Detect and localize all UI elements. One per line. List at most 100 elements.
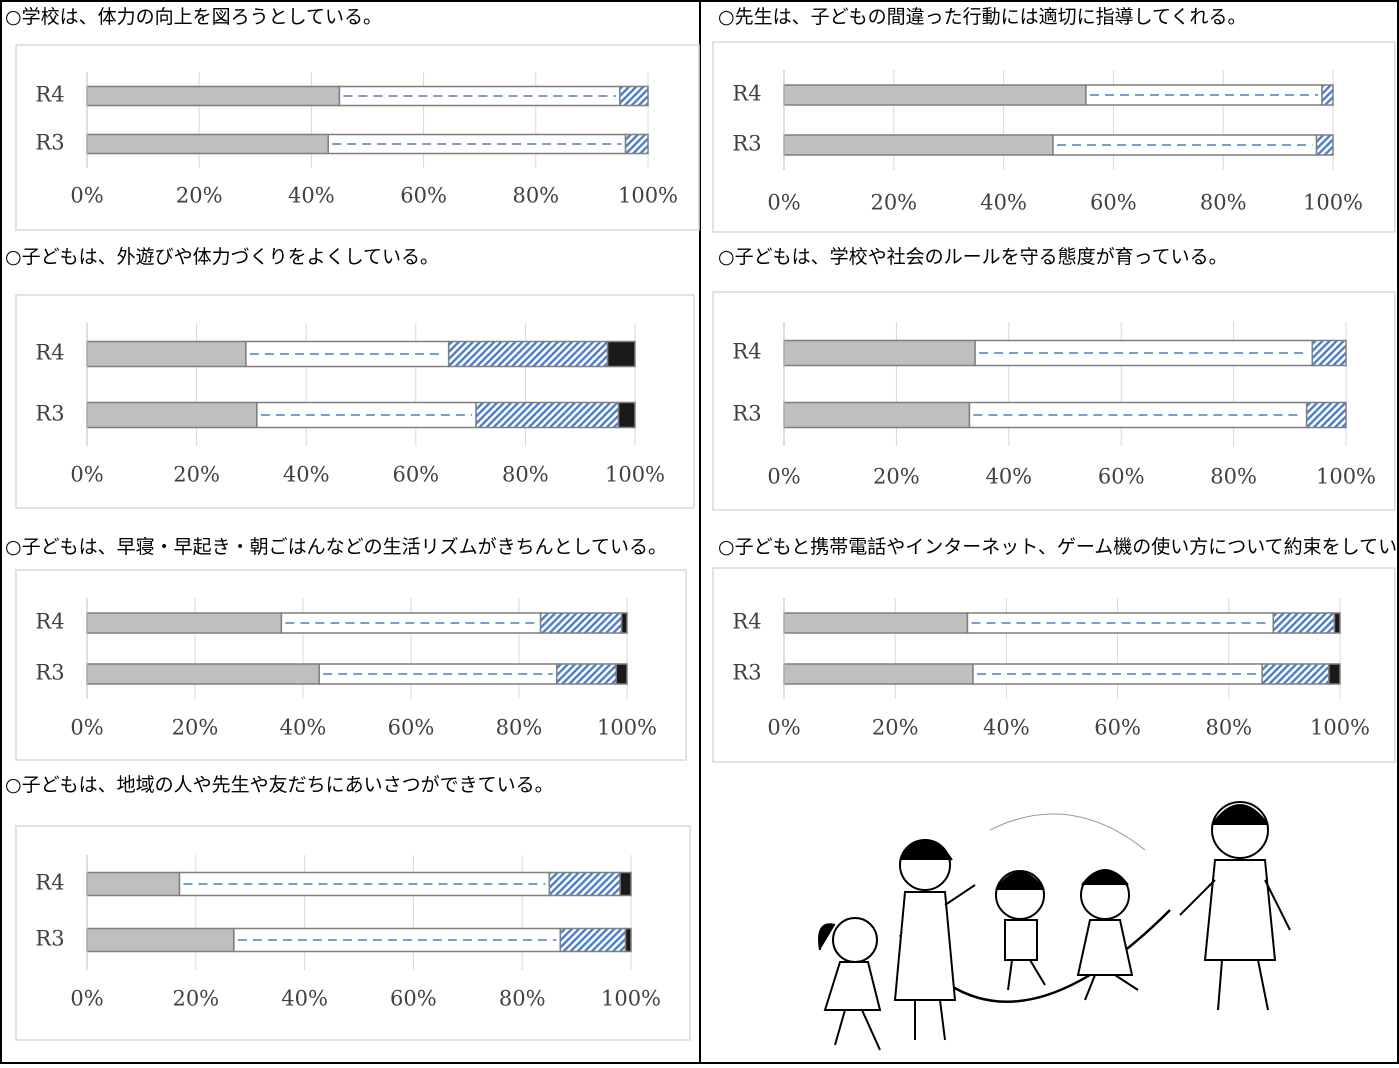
- x-tick-label: 80%: [1205, 716, 1252, 740]
- y-tick-label: R4: [35, 610, 64, 634]
- bar-segment: [1305, 401, 1347, 429]
- chart: ○子どもは、学校や社会のルールを守る態度が育っている。 0% 20% 40% 60% 80…: [712, 246, 1396, 511]
- illustration: [818, 801, 1291, 1051]
- bar-segment: [1321, 84, 1334, 106]
- bar-segment: [783, 134, 1054, 156]
- bar-segment: [1272, 612, 1336, 634]
- bar-segment: [783, 401, 971, 429]
- y-tick-label: R3: [35, 402, 64, 426]
- bar-segment: [86, 401, 258, 429]
- chart-title: ○子どもは、学校や社会のルールを守る態度が育っている。: [718, 246, 1228, 268]
- x-tick-label: 0%: [767, 716, 800, 740]
- x-tick-label: 60%: [392, 463, 439, 487]
- x-tick-label: 100%: [1310, 716, 1370, 740]
- x-tick-label: 80%: [496, 716, 543, 740]
- bar-segment: [1315, 134, 1334, 156]
- x-tick-label: 60%: [1094, 716, 1141, 740]
- bar-segment: [1328, 663, 1341, 685]
- bar-segment: [539, 612, 623, 634]
- x-tick-label: 40%: [283, 463, 330, 487]
- bar-segment: [606, 340, 636, 368]
- y-tick-label: R3: [35, 661, 64, 685]
- plot-frame: [712, 291, 1396, 511]
- x-tick-label: 0%: [767, 191, 800, 215]
- y-tick-label: R3: [732, 661, 761, 685]
- x-tick-label: 0%: [70, 987, 103, 1011]
- bar-segment: [559, 927, 627, 953]
- x-tick-label: 0%: [70, 463, 103, 487]
- bar-segment: [86, 85, 341, 107]
- x-tick-label: 100%: [605, 463, 665, 487]
- bar-segment: [548, 871, 621, 897]
- chart: ○子どもは、地域の人や先生や友だちにあいさつができている。 0% 20% 40% 60%…: [5, 774, 691, 1041]
- x-tick-label: 40%: [985, 465, 1032, 489]
- x-tick-label: 80%: [512, 184, 559, 208]
- y-tick-label: R4: [35, 871, 64, 895]
- chart: ○先生は、子どもの間違った行動には適切に指導してくれる。 0% 20% 40% 60% 8…: [712, 6, 1396, 233]
- x-tick-label: 100%: [1303, 191, 1363, 215]
- x-tick-label: 20%: [873, 465, 920, 489]
- y-tick-label: R3: [732, 132, 761, 156]
- y-tick-label: R3: [35, 927, 64, 951]
- chart-title: ○子どもは、外遊びや体力づくりをよくしている。: [5, 246, 439, 268]
- x-tick-label: 0%: [70, 184, 103, 208]
- x-tick-label: 40%: [983, 716, 1030, 740]
- y-tick-label: R3: [35, 131, 64, 155]
- bar-segment: [86, 663, 320, 685]
- bar-segment: [783, 663, 974, 685]
- bar-segment: [1333, 612, 1341, 634]
- x-tick-label: 20%: [173, 463, 220, 487]
- bar-segment: [619, 85, 649, 107]
- y-tick-label: R4: [732, 610, 761, 634]
- x-tick-label: 80%: [499, 987, 546, 1011]
- chart-title: ○学校は、体力の向上を図ろうとしている。: [5, 6, 382, 28]
- bar-segment: [1261, 663, 1330, 685]
- x-tick-label: 0%: [767, 465, 800, 489]
- bar-segment: [1311, 339, 1347, 367]
- x-tick-label: 60%: [1098, 465, 1145, 489]
- x-tick-label: 80%: [1210, 465, 1257, 489]
- bar-segment: [617, 401, 636, 429]
- chart-title: ○子どもと携帯電話やインターネット、ゲーム機の使い方について約束をしている。: [718, 536, 1399, 558]
- bar-segment: [475, 401, 620, 429]
- y-tick-label: R4: [35, 83, 64, 107]
- chart: ○学校は、体力の向上を図ろうとしている。 0% 20% 40% 60% 80% 100% R4…: [5, 6, 700, 231]
- chart-title: ○子どもは、早寝・早起き・朝ごはんなどの生活リズムがきちんとしている。: [5, 536, 667, 558]
- bar-segment: [624, 133, 649, 155]
- bar-segment: [624, 927, 632, 953]
- x-tick-label: 0%: [70, 716, 103, 740]
- chart-title: ○先生は、子どもの間違った行動には適切に指導してくれる。: [718, 6, 1246, 28]
- bar-segment: [86, 612, 283, 634]
- chart: ○子どもと携帯電話やインターネット、ゲーム機の使い方について約束をしている。 0%…: [712, 536, 1399, 763]
- bar-segment: [86, 340, 247, 368]
- bar-segment: [86, 927, 235, 953]
- x-tick-label: 20%: [870, 191, 917, 215]
- x-tick-label: 60%: [390, 987, 437, 1011]
- y-tick-label: R4: [35, 341, 64, 365]
- x-tick-label: 20%: [172, 987, 219, 1011]
- x-tick-label: 40%: [280, 716, 327, 740]
- y-tick-label: R3: [732, 402, 761, 426]
- bar-segment: [620, 612, 628, 634]
- chart: ○子どもは、早寝・早起き・朝ごはんなどの生活リズムがきちんとしている。 0% 20%…: [5, 536, 687, 761]
- x-tick-label: 60%: [1090, 191, 1137, 215]
- x-tick-label: 80%: [502, 463, 549, 487]
- y-tick-label: R4: [732, 82, 761, 106]
- x-tick-label: 20%: [172, 716, 219, 740]
- x-tick-label: 40%: [281, 987, 328, 1011]
- bar-segment: [86, 133, 329, 155]
- x-tick-label: 40%: [980, 191, 1027, 215]
- x-tick-label: 40%: [288, 184, 335, 208]
- bar-segment: [556, 663, 617, 685]
- bar-segment: [447, 340, 609, 368]
- bar-segment: [783, 339, 976, 367]
- x-tick-label: 100%: [597, 716, 657, 740]
- x-tick-label: 80%: [1200, 191, 1247, 215]
- x-tick-label: 20%: [176, 184, 223, 208]
- plot-frame: [15, 294, 695, 509]
- chart: ○子どもは、外遊びや体力づくりをよくしている。 0% 20% 40% 60% 80% 100…: [5, 246, 695, 509]
- chart-title: ○子どもは、地域の人や先生や友だちにあいさつができている。: [5, 774, 554, 796]
- x-tick-label: 60%: [400, 184, 447, 208]
- y-tick-label: R4: [732, 340, 761, 364]
